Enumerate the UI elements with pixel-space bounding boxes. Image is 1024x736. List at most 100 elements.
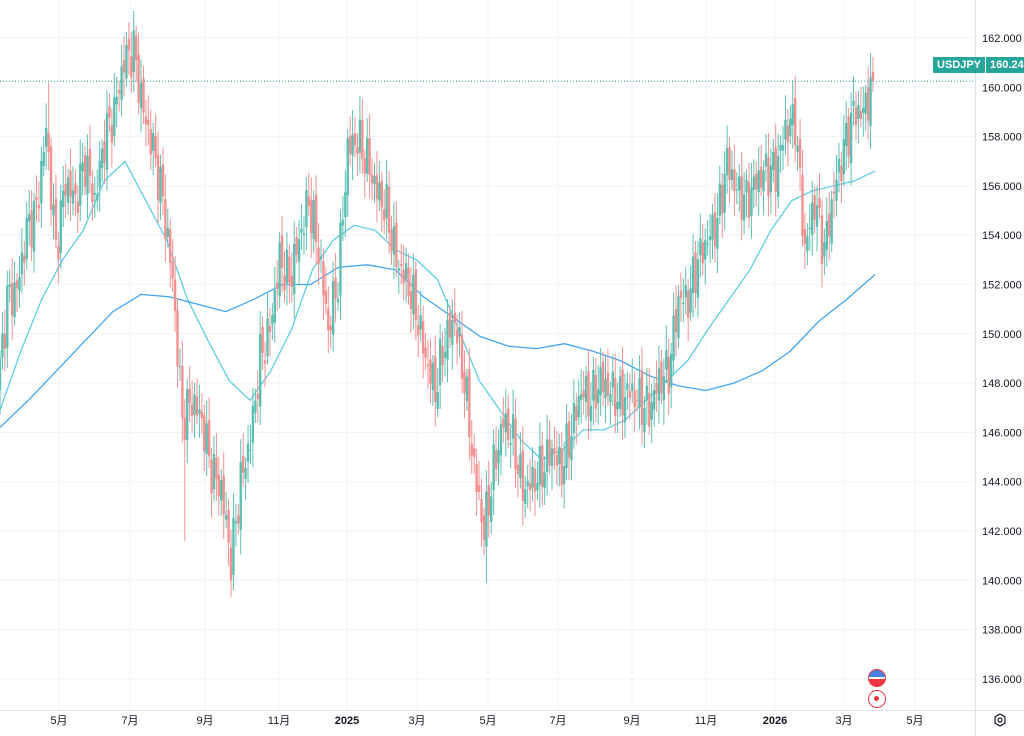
candle: [280, 216, 284, 293]
settings-gear-icon[interactable]: [993, 713, 1007, 727]
candle: [614, 353, 617, 434]
candle: [222, 452, 225, 540]
candle: [149, 109, 152, 170]
candle: [864, 84, 867, 131]
candle: [288, 244, 291, 303]
candles: [0, 10, 875, 598]
japan-flag-event-icon[interactable]: [868, 690, 886, 708]
price-axis[interactable]: 162.000 160.000 158.000 156.000 154.000 152.0…: [982, 33, 1022, 686]
candle: [470, 420, 473, 474]
candle: [256, 370, 259, 423]
candle: [859, 87, 863, 127]
time-tick: 7月: [549, 715, 566, 727]
candle: [718, 165, 721, 225]
candle: [745, 169, 748, 218]
candle: [241, 433, 245, 487]
candle: [793, 75, 797, 163]
candle: [485, 470, 488, 583]
candle: [132, 10, 135, 92]
candle: [339, 209, 342, 320]
candle: [752, 159, 756, 209]
candle: [762, 160, 765, 216]
candle: [725, 125, 729, 194]
candle: [759, 144, 763, 197]
candle: [548, 419, 551, 475]
candle: [579, 369, 583, 424]
candle: [480, 478, 483, 547]
candle: [363, 149, 366, 198]
candle: [351, 110, 354, 181]
candle: [385, 159, 388, 240]
candle: [283, 250, 286, 303]
candle: [521, 426, 525, 526]
candle: [847, 107, 850, 169]
candle: [142, 65, 145, 125]
price-tick: 148.000: [982, 378, 1022, 390]
candle: [840, 151, 843, 204]
candle: [536, 461, 539, 501]
candle: [103, 119, 106, 184]
candle: [276, 260, 279, 311]
candle: [404, 247, 408, 303]
candle: [465, 368, 469, 412]
candle: [215, 433, 218, 502]
candle: [779, 135, 782, 174]
price-tick: 136.000: [982, 674, 1022, 686]
candle: [300, 204, 303, 250]
candle: [268, 308, 272, 357]
candle: [772, 139, 775, 183]
time-axis[interactable]: 5月 7月 9月 11月 2025 3月 5月 7月 9月 11月 2026 3月 5月: [50, 715, 923, 727]
candle: [832, 171, 836, 218]
candle: [866, 66, 870, 140]
time-tick: 2025: [335, 715, 359, 727]
candle: [115, 77, 118, 128]
candle: [105, 89, 109, 192]
candle: [387, 171, 391, 254]
time-tick: 11月: [695, 715, 717, 727]
candle: [54, 174, 58, 249]
candle: [784, 95, 787, 156]
candle: [166, 208, 169, 248]
candle: [400, 243, 403, 285]
candle: [815, 185, 819, 252]
candle: [429, 338, 432, 404]
candle: [611, 354, 615, 406]
candle: [305, 177, 308, 251]
candle: [375, 150, 379, 222]
candle: [59, 184, 62, 269]
candle: [553, 426, 556, 470]
candle: [83, 146, 87, 196]
candle: [735, 172, 739, 205]
candle: [808, 203, 811, 251]
price-tick: 142.000: [982, 526, 1022, 538]
candle: [541, 431, 544, 506]
candle: [460, 310, 464, 393]
candle: [378, 160, 381, 211]
candle: [584, 366, 588, 421]
candle: [127, 22, 131, 75]
candle: [8, 269, 11, 303]
symbol-label: USDJPY: [933, 57, 986, 73]
candle: [159, 154, 162, 220]
candle: [395, 201, 398, 278]
candle: [852, 76, 855, 126]
candle: [392, 202, 396, 279]
candle: [781, 125, 785, 171]
candle: [533, 460, 537, 517]
candle: [565, 403, 568, 480]
candle: [577, 379, 580, 426]
candle: [261, 316, 264, 371]
candle: [110, 108, 114, 168]
candle: [307, 172, 311, 217]
candle: [310, 177, 313, 258]
us-flag-event-icon[interactable]: [868, 669, 886, 687]
candle: [327, 286, 330, 354]
moving-averages: [0, 160, 876, 461]
candle: [842, 115, 846, 187]
candle: [407, 253, 410, 305]
candle: [13, 261, 16, 326]
candle: [76, 185, 80, 233]
candle: [203, 404, 206, 472]
candle: [789, 105, 792, 145]
